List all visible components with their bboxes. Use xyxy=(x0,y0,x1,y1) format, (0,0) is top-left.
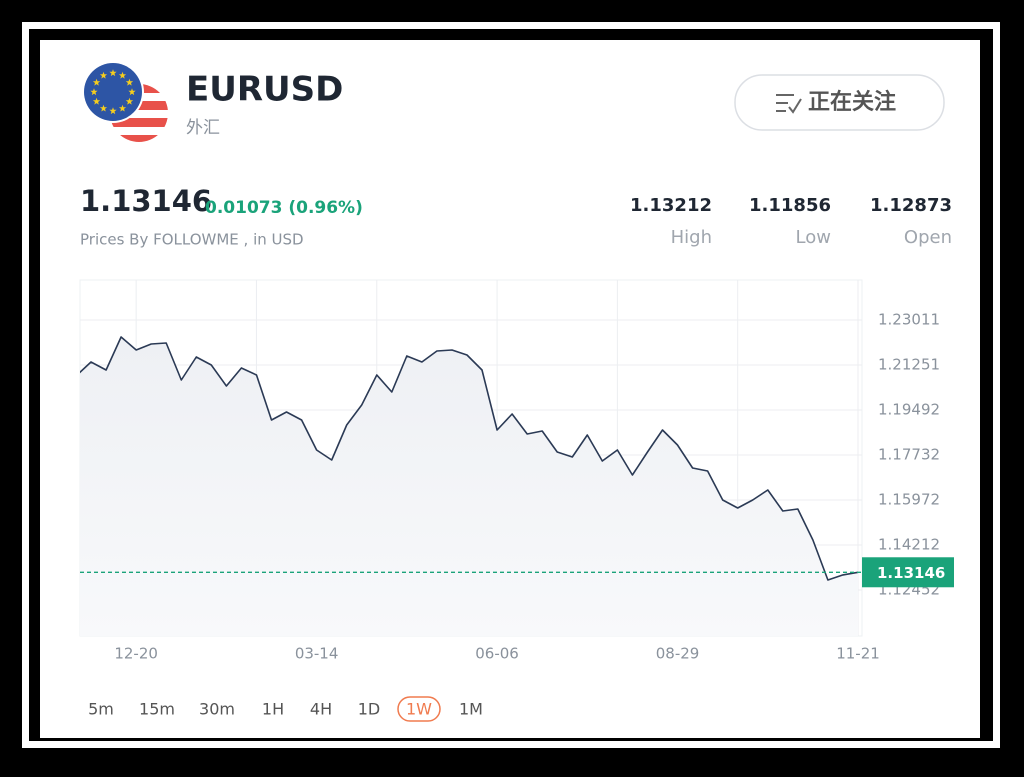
line xyxy=(80,336,859,581)
stat-value: 1.12873 xyxy=(870,195,952,216)
stat-value: 1.11856 xyxy=(749,195,831,216)
star xyxy=(92,97,101,105)
timeframe-option[interactable]: 1D xyxy=(358,700,381,719)
y-tick-label: 1.19492 xyxy=(878,400,940,418)
currency-icon xyxy=(82,61,168,142)
market: 外汇 xyxy=(186,118,220,138)
stat-label: Open xyxy=(904,227,952,248)
x-tick-label: 06-06 xyxy=(475,645,519,663)
timeframe-option[interactable]: 1H xyxy=(262,700,284,719)
y-tick-label: 1.21251 xyxy=(878,356,940,374)
x-tick-label: 03-14 xyxy=(295,645,339,663)
stat-value: 1.13212 xyxy=(630,195,712,216)
source-note: Prices By FOLLOWME , in USD xyxy=(80,231,304,249)
price-tag xyxy=(862,557,954,588)
area xyxy=(80,337,858,636)
timeframe-option[interactable]: 4H xyxy=(310,700,332,719)
timeframe-option[interactable]: 15m xyxy=(139,700,175,719)
timeframe-option[interactable]: 1M xyxy=(459,700,483,719)
stats: 1.13212 High 1.11856 Low 1.12873 Open xyxy=(630,195,952,248)
star xyxy=(99,104,108,112)
y-tick-label: 1.15972 xyxy=(878,491,940,509)
x-tick-label: 11-21 xyxy=(836,645,880,663)
price: 1.13146 xyxy=(80,184,212,218)
star xyxy=(109,69,117,77)
star xyxy=(118,104,127,112)
timeframe-option[interactable]: 30m xyxy=(199,700,235,719)
star xyxy=(99,71,108,79)
chart: 1.23011 1.21251 1.19492 1.17732 1.15972 1.142… xyxy=(79,279,954,663)
star xyxy=(90,88,98,96)
y-tick-label: 1.23011 xyxy=(878,310,940,328)
y-tick-label: 1.17732 xyxy=(878,445,940,463)
star xyxy=(118,71,127,79)
x-tick-label: 08-29 xyxy=(656,645,700,663)
y-tick-label: 1.14212 xyxy=(878,536,940,554)
follow-button-bg[interactable] xyxy=(734,74,945,131)
price-tag-label: 1.13146 xyxy=(877,564,945,582)
star xyxy=(125,78,134,86)
star xyxy=(109,107,117,115)
follow-label[interactable]: 正在关注 xyxy=(808,89,896,115)
star xyxy=(128,88,136,96)
timeframe-option[interactable]: 1W xyxy=(406,700,432,719)
price-change: 0.01073 (0.96%) xyxy=(205,198,363,218)
stat-label: Low xyxy=(796,227,831,248)
stat-label: High xyxy=(671,227,712,248)
timeframe-option[interactable]: 5m xyxy=(88,700,114,719)
timeframe-selected[interactable] xyxy=(397,696,441,722)
follow-icon xyxy=(776,94,802,114)
timeframe-bar: 5m 15m 30m 1H 4H 1D 1W 1M xyxy=(88,696,483,722)
x-tick-label: 12-20 xyxy=(114,645,158,663)
star xyxy=(92,78,101,86)
follow-button[interactable]: 正在关注 xyxy=(734,74,945,131)
star xyxy=(125,97,134,105)
symbol: EURUSD xyxy=(186,70,343,110)
